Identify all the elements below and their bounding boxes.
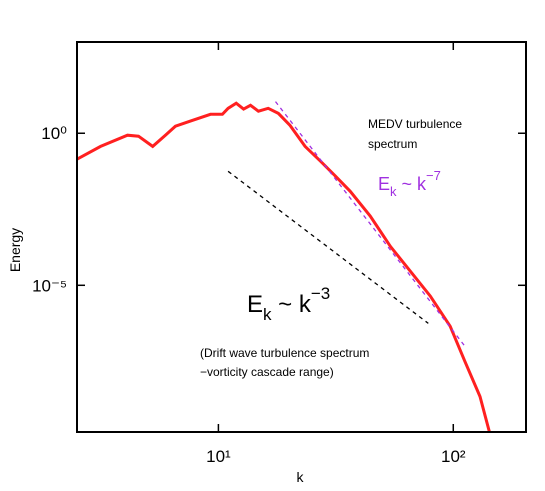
text: k: [390, 184, 397, 199]
text: −3: [311, 284, 330, 303]
annotation: (Drift wave turbulence spectrum: [200, 346, 369, 360]
power-law-label: Ek ~ k−7: [378, 168, 441, 199]
y-tick-label: 10⁻⁵: [32, 276, 67, 295]
x-tick-label: 10¹: [206, 447, 231, 466]
annotation: MEDV turbulence: [368, 117, 462, 131]
x-tick-label: 10²: [441, 447, 466, 466]
annotation: −vorticity cascade range): [200, 365, 334, 379]
power-law-label: Ek ~ k−3: [247, 284, 330, 324]
x-axis-label: k: [297, 469, 305, 485]
y-tick-label: 10⁰: [41, 124, 67, 143]
data-line: [77, 101, 491, 432]
data-line: [274, 101, 466, 347]
data-line: [227, 170, 429, 324]
text: −7: [426, 168, 441, 183]
text: ~ k: [397, 174, 428, 194]
annotation: spectrum: [368, 137, 417, 151]
plot-frame: [76, 41, 527, 433]
y-axis-label: Energy: [7, 228, 23, 272]
text: E: [247, 291, 263, 318]
text: ~ k: [272, 291, 312, 318]
text: E: [378, 174, 390, 194]
text: k: [263, 305, 272, 324]
